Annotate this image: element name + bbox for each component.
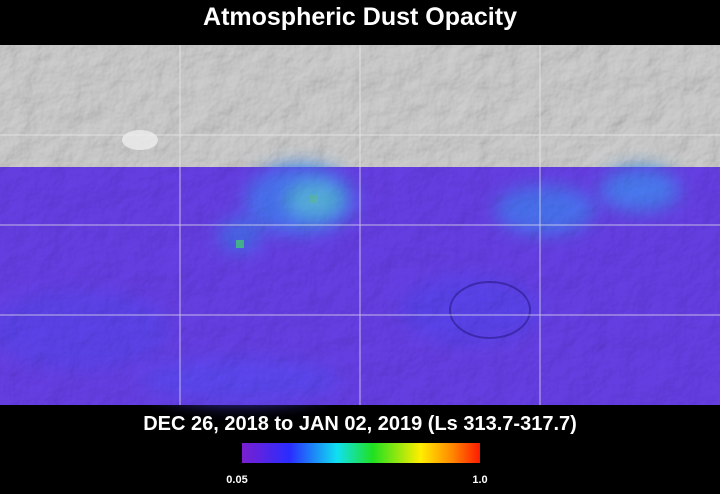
- colorbar-max-label: 1.0: [472, 474, 487, 486]
- title: Atmospheric Dust Opacity: [203, 3, 517, 31]
- map: [0, 45, 720, 405]
- graticule: [0, 45, 720, 405]
- colorbar: [242, 443, 480, 463]
- colorbar-min-label: 0.05: [226, 474, 247, 486]
- volcano: [122, 130, 158, 150]
- crater: [449, 281, 531, 339]
- date-caption: DEC 26, 2018 to JAN 02, 2019 (Ls 313.7-3…: [143, 413, 577, 435]
